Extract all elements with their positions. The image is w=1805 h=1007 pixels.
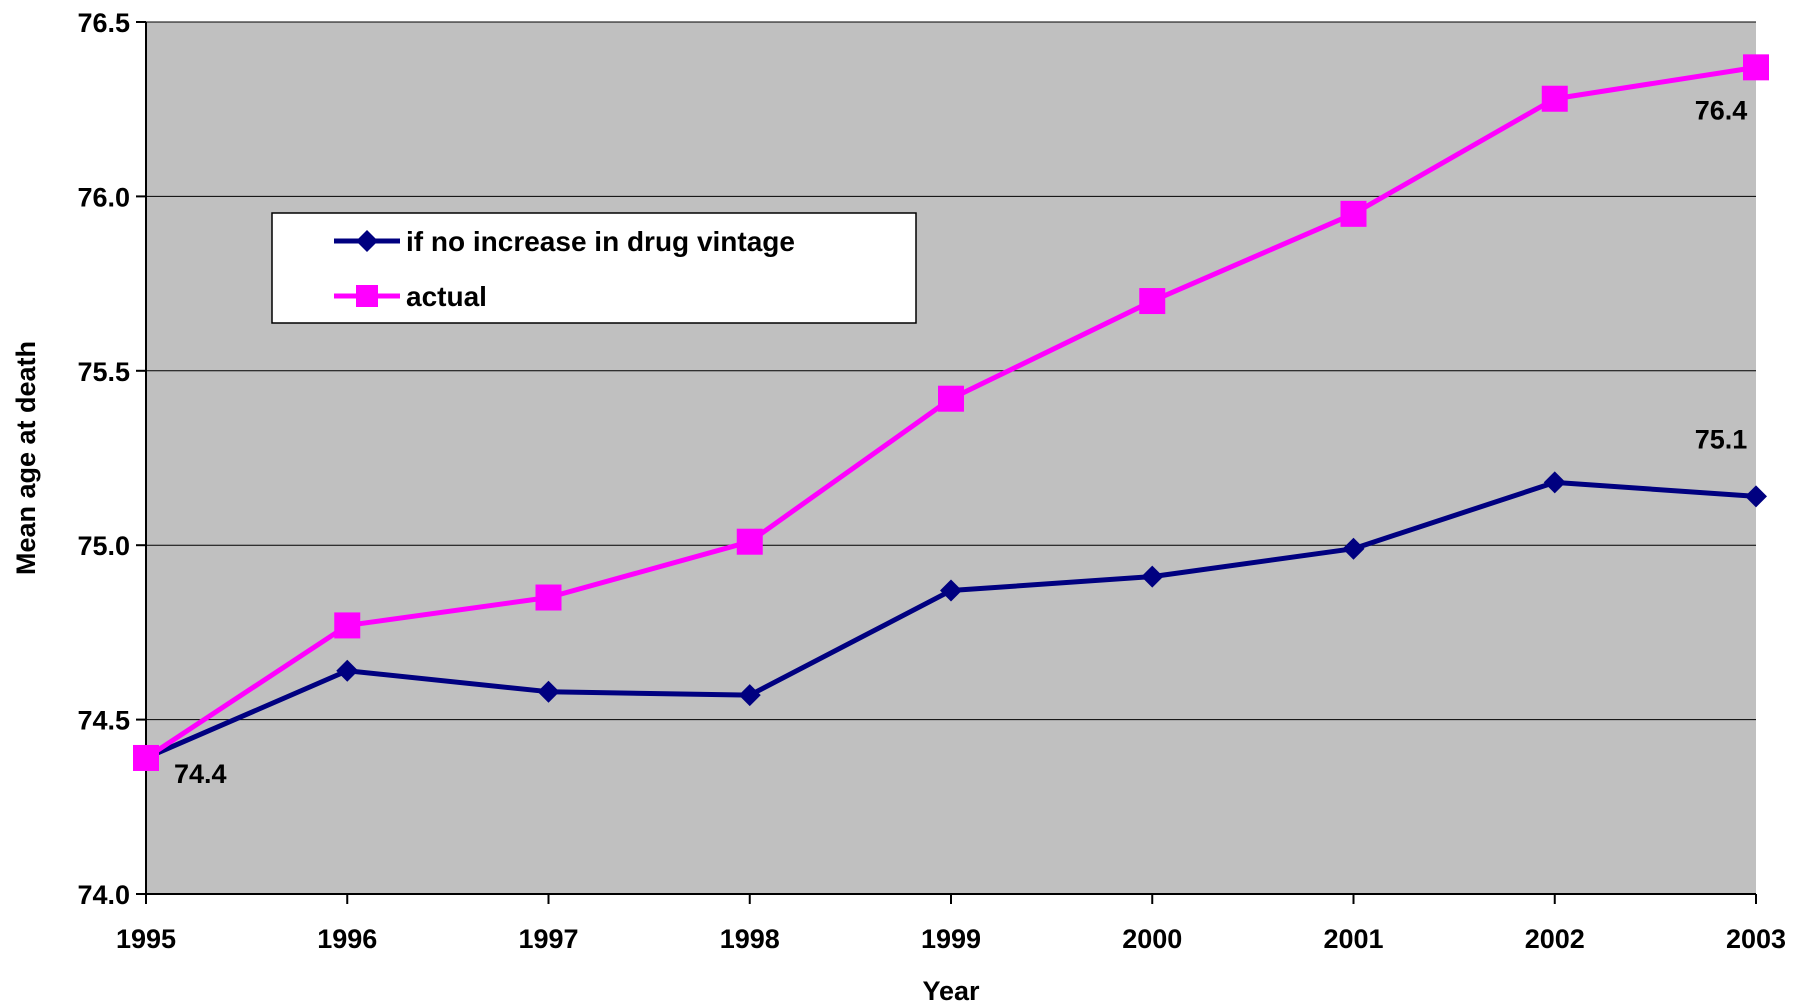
x-tick-label: 1997 <box>518 924 578 954</box>
y-axis-title: Mean age at death <box>11 341 41 575</box>
x-tick-label: 1998 <box>720 924 780 954</box>
y-tick-label: 76.0 <box>77 182 130 212</box>
data-point-square <box>535 584 562 611</box>
data-point-square <box>1139 288 1166 315</box>
data-point-diamond <box>1342 537 1365 560</box>
legend-marker-diamond <box>356 230 378 252</box>
x-tick-label: 2003 <box>1726 924 1786 954</box>
data-label: 75.1 <box>1695 424 1748 454</box>
data-point-diamond <box>1543 471 1566 494</box>
legend-item-no-increase: if no increase in drug vintage <box>334 226 795 257</box>
y-tick-label: 75.5 <box>77 357 130 387</box>
y-tick-label: 76.5 <box>77 8 130 38</box>
gridlines <box>146 21 1756 721</box>
data-point-square <box>334 612 361 639</box>
data-point-diamond <box>738 684 761 707</box>
legend: if no increase in drug vintage actual <box>271 212 917 324</box>
y-tick-label: 74.5 <box>77 706 130 736</box>
data-point-square <box>1541 85 1568 112</box>
data-label: 74.4 <box>174 759 227 789</box>
y-tick-label: 74.0 <box>77 880 130 910</box>
x-tick-label: 1996 <box>317 924 377 954</box>
data-point-square <box>736 528 763 555</box>
data-point-diamond <box>1745 485 1767 508</box>
y-axis-ticks: 74.0 74.5 75.0 75.5 76.0 76.5 <box>77 8 146 910</box>
x-tick-label: 2001 <box>1323 924 1383 954</box>
data-point-diamond <box>1141 565 1164 588</box>
data-point-diamond <box>537 680 560 703</box>
data-point-diamond <box>336 659 359 682</box>
data-point-square <box>133 744 159 771</box>
x-tick-label: 1995 <box>116 924 176 954</box>
x-axis-ticks: 1995 1996 1997 1998 1999 2000 2001 2002 2003 <box>116 894 1786 954</box>
data-point-square <box>1743 54 1769 81</box>
y-tick-label: 75.0 <box>77 531 130 561</box>
series-layer <box>133 54 1769 771</box>
legend-item-actual: actual <box>334 281 487 312</box>
data-point-square <box>1340 200 1367 227</box>
plot-area <box>146 22 1756 894</box>
data-point-diamond <box>940 579 962 602</box>
data-labels: 74.4 75.1 76.4 <box>174 95 1747 789</box>
data-label: 76.4 <box>1695 95 1748 125</box>
legend-label-no-increase: if no increase in drug vintage <box>406 226 795 257</box>
data-point-square <box>938 385 964 412</box>
legend-marker-square <box>356 285 378 307</box>
x-axis-title: Year <box>922 976 980 1006</box>
x-tick-label: 2002 <box>1525 924 1585 954</box>
x-tick-label: 2000 <box>1122 924 1182 954</box>
legend-label-actual: actual <box>406 281 487 312</box>
x-tick-label: 1999 <box>921 924 981 954</box>
legend-box <box>271 212 917 324</box>
